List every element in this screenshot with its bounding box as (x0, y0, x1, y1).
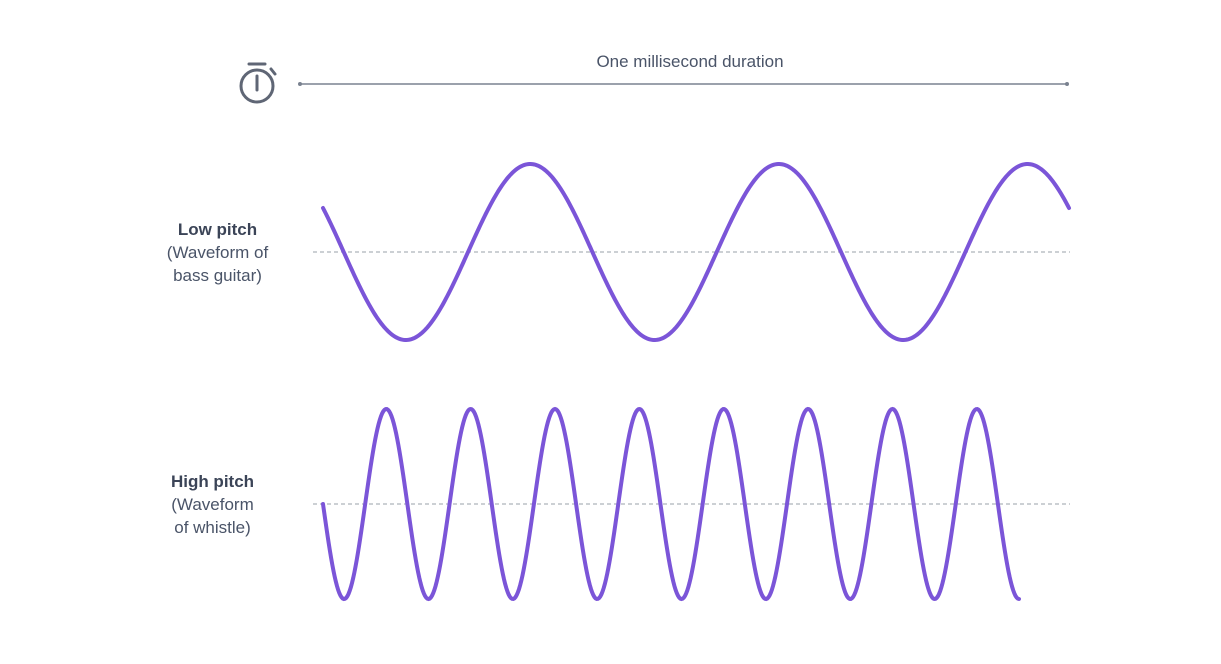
low-pitch-subtitle-2: bass guitar) (173, 266, 262, 285)
low-pitch-label: Low pitch (Waveform of bass guitar) (140, 218, 295, 287)
duration-label: One millisecond duration (596, 52, 784, 71)
high-pitch-waveform (321, 406, 1021, 602)
duration-start-dot (298, 82, 302, 86)
duration-indicator (298, 82, 1069, 86)
high-pitch-label: High pitch (Waveform of whistle) (135, 470, 290, 539)
stopwatch-icon (239, 62, 277, 104)
low-pitch-title: Low pitch (177, 220, 258, 239)
high-pitch-title: High pitch (170, 472, 255, 491)
low-pitch-subtitle-1: (Waveform of (166, 243, 269, 262)
high-pitch-subtitle-1: (Waveform (171, 495, 254, 514)
high-pitch-subtitle-2: of whistle) (174, 518, 251, 537)
duration-end-dot (1065, 82, 1069, 86)
low-pitch-waveform (321, 161, 1071, 343)
